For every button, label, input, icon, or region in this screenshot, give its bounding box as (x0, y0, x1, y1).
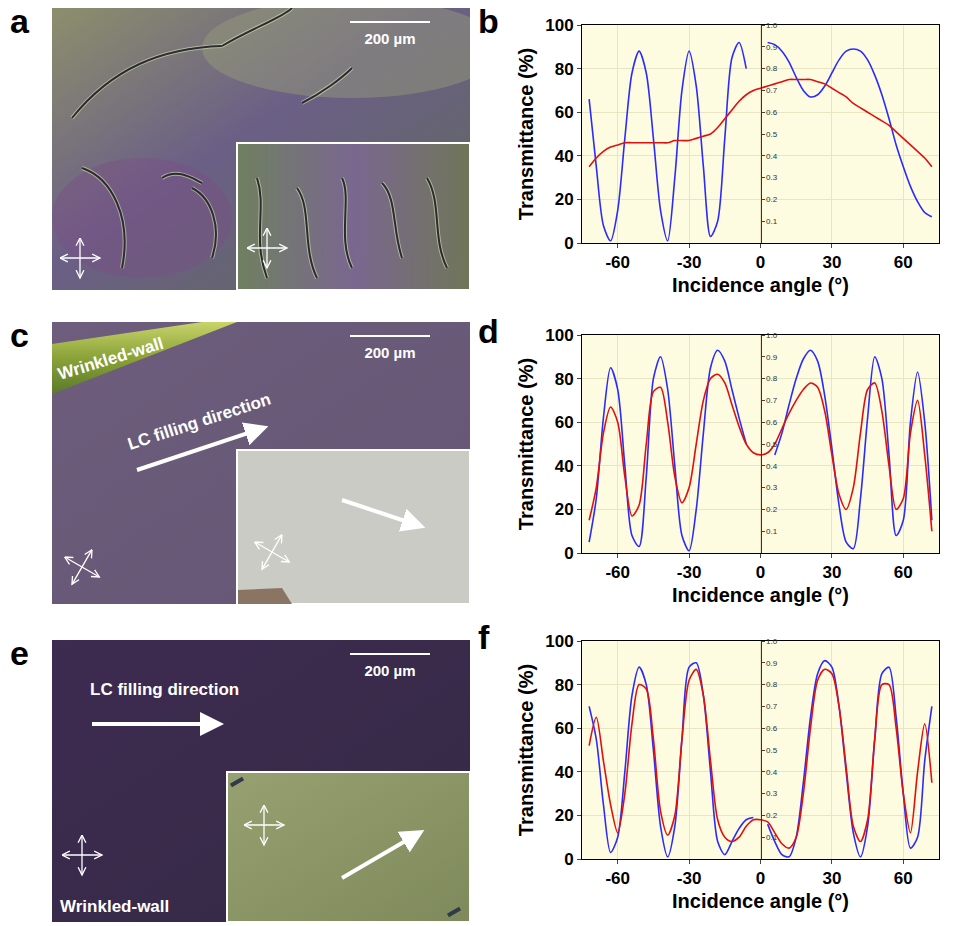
svg-text:0: 0 (564, 544, 573, 563)
svg-text:0.3: 0.3 (766, 789, 778, 798)
svg-text:0.9: 0.9 (766, 353, 778, 362)
svg-text:30: 30 (822, 869, 841, 888)
svg-text:Transmittance (%): Transmittance (%) (515, 664, 537, 836)
svg-text:100: 100 (545, 632, 573, 651)
svg-text:0.4: 0.4 (766, 152, 778, 161)
html-text:a: a (10, 2, 29, 40)
svg-text:0.1: 0.1 (766, 217, 778, 226)
svg-text:20: 20 (555, 806, 574, 825)
svg-text:1.0: 1.0 (766, 21, 778, 30)
svg-text:0.8: 0.8 (766, 64, 778, 73)
svg-text:0: 0 (564, 234, 573, 253)
svg-text:0.6: 0.6 (766, 108, 778, 117)
svg-text:200 µm: 200 µm (364, 662, 415, 679)
svg-text:Transmittance (%): Transmittance (%) (515, 48, 537, 220)
svg-text:0.6: 0.6 (766, 724, 778, 733)
svg-text:0.1: 0.1 (766, 833, 778, 842)
svg-text:LC filling direction: LC filling direction (125, 390, 273, 454)
svg-text:60: 60 (894, 563, 913, 582)
svg-text:200 µm: 200 µm (364, 30, 415, 47)
svg-text:100: 100 (545, 16, 573, 35)
svg-text:0.8: 0.8 (766, 680, 778, 689)
svg-text:0.5: 0.5 (766, 746, 778, 755)
svg-text:Incidence angle (°): Incidence angle (°) (672, 584, 849, 606)
svg-text:-30: -30 (677, 253, 702, 272)
svg-text:1.0: 1.0 (766, 331, 778, 340)
html-text:f: f (478, 618, 490, 656)
svg-text:40: 40 (555, 147, 574, 166)
svg-text:1.0: 1.0 (766, 637, 778, 646)
svg-text:40: 40 (555, 457, 574, 476)
svg-text:30: 30 (822, 563, 841, 582)
svg-text:0.9: 0.9 (766, 659, 778, 668)
svg-text:0.3: 0.3 (766, 483, 778, 492)
svg-text:60: 60 (555, 103, 574, 122)
html-text:b: b (478, 2, 499, 40)
svg-text:80: 80 (555, 60, 574, 79)
svg-text:0: 0 (564, 850, 573, 869)
svg-text:0: 0 (756, 869, 765, 888)
svg-text:0.2: 0.2 (766, 505, 778, 514)
svg-text:0.9: 0.9 (766, 43, 778, 52)
svg-text:60: 60 (555, 719, 574, 738)
svg-text:-30: -30 (677, 563, 702, 582)
svg-text:0.1: 0.1 (766, 527, 778, 536)
svg-text:-60: -60 (605, 253, 630, 272)
svg-text:20: 20 (555, 500, 574, 519)
svg-text:Wrinkled-wall: Wrinkled-wall (60, 897, 169, 916)
svg-text:0.8: 0.8 (766, 374, 778, 383)
svg-text:0.5: 0.5 (766, 130, 778, 139)
html-text:e: e (10, 634, 29, 672)
svg-text:0: 0 (756, 563, 765, 582)
svg-text:0.5: 0.5 (766, 440, 778, 449)
svg-text:LC filling direction: LC filling direction (90, 680, 239, 699)
svg-text:20: 20 (555, 190, 574, 209)
html-text:d: d (478, 312, 499, 350)
svg-text:0: 0 (756, 253, 765, 272)
svg-text:0.7: 0.7 (766, 702, 778, 711)
svg-text:60: 60 (894, 253, 913, 272)
svg-text:Incidence angle (°): Incidence angle (°) (672, 274, 849, 296)
svg-text:80: 80 (555, 676, 574, 695)
html-text:c: c (10, 316, 29, 354)
svg-text:0.3: 0.3 (766, 173, 778, 182)
svg-text:60: 60 (894, 869, 913, 888)
svg-text:40: 40 (555, 763, 574, 782)
svg-text:100: 100 (545, 326, 573, 345)
svg-text:-60: -60 (605, 563, 630, 582)
svg-text:0.4: 0.4 (766, 462, 778, 471)
svg-text:-30: -30 (677, 869, 702, 888)
svg-text:Incidence angle (°): Incidence angle (°) (672, 890, 849, 912)
svg-text:0.7: 0.7 (766, 396, 778, 405)
svg-text:0.6: 0.6 (766, 418, 778, 427)
svg-text:0.2: 0.2 (766, 195, 778, 204)
svg-text:60: 60 (555, 413, 574, 432)
svg-text:80: 80 (555, 370, 574, 389)
svg-text:0.4: 0.4 (766, 768, 778, 777)
svg-text:0.7: 0.7 (766, 86, 778, 95)
svg-text:-60: -60 (605, 869, 630, 888)
svg-text:0.2: 0.2 (766, 811, 778, 820)
svg-text:Transmittance (%): Transmittance (%) (515, 358, 537, 530)
svg-text:Wrinkled-wall: Wrinkled-wall (56, 334, 166, 384)
svg-text:200 µm: 200 µm (364, 344, 415, 361)
svg-text:30: 30 (822, 253, 841, 272)
